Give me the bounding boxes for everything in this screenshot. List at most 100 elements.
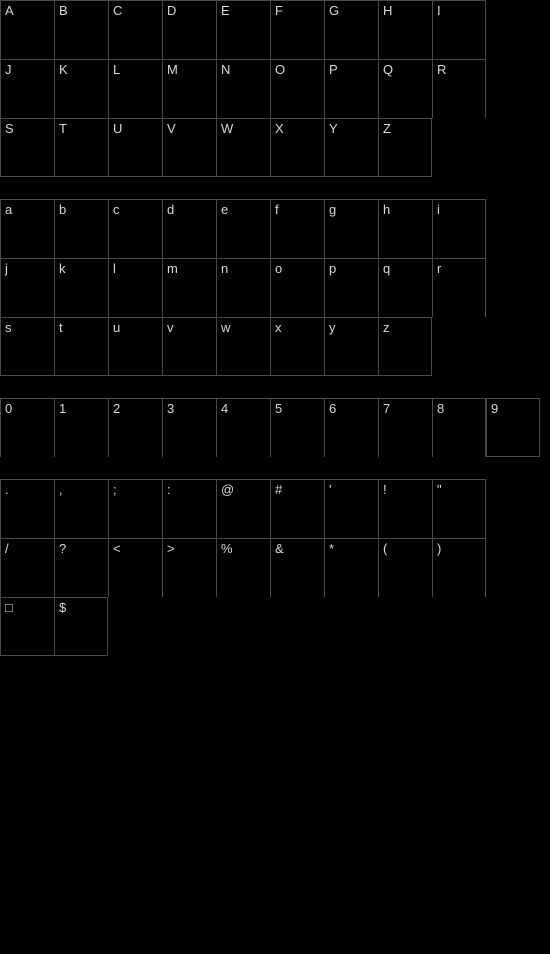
glyph-label: u <box>113 320 158 336</box>
glyph-row: .,;:@#'!" <box>0 479 486 538</box>
glyph-label: n <box>221 261 266 277</box>
glyph-label: A <box>5 3 50 19</box>
glyph-label: S <box>5 121 50 137</box>
glyph-cell: d <box>162 199 216 258</box>
glyph-row: jklmnopqr <box>0 258 486 317</box>
glyph-label: * <box>329 541 374 557</box>
glyph-label: 0 <box>5 401 50 417</box>
glyph-cell: A <box>0 0 54 59</box>
glyph-label: x <box>275 320 320 336</box>
glyph-cell: : <box>162 479 216 538</box>
glyph-label: d <box>167 202 212 218</box>
glyph-cell: F <box>270 0 324 59</box>
glyph-cell: i <box>432 199 486 258</box>
glyph-label: h <box>383 202 428 218</box>
glyph-label: O <box>275 62 320 78</box>
glyph-label: 8 <box>437 401 481 417</box>
glyph-label: 1 <box>59 401 104 417</box>
glyph-label: c <box>113 202 158 218</box>
glyph-label: E <box>221 3 266 19</box>
glyph-cell: u <box>108 317 162 376</box>
glyph-label: L <box>113 62 158 78</box>
glyph-cell: 9 <box>486 398 540 457</box>
glyph-label: ' <box>329 482 374 498</box>
glyph-cell: c <box>108 199 162 258</box>
glyph-label: Y <box>329 121 374 137</box>
glyph-cell: T <box>54 118 108 177</box>
glyph-cell: B <box>54 0 108 59</box>
glyph-cell: y <box>324 317 378 376</box>
section-gap <box>0 457 550 479</box>
section-gap <box>0 177 550 199</box>
glyph-cell: h <box>378 199 432 258</box>
glyph-cell: C <box>108 0 162 59</box>
glyph-cell: U <box>108 118 162 177</box>
glyph-label: v <box>167 320 212 336</box>
glyph-label: 4 <box>221 401 266 417</box>
glyph-label: X <box>275 121 320 137</box>
glyph-row: JKLMNOPQR <box>0 59 486 118</box>
glyph-label: I <box>437 3 481 19</box>
glyph-label: 3 <box>167 401 212 417</box>
glyph-cell: G <box>324 0 378 59</box>
glyph-row: 9 <box>486 398 540 457</box>
glyph-cell: E <box>216 0 270 59</box>
glyph-label: ) <box>437 541 481 557</box>
glyph-cell: O <box>270 59 324 118</box>
glyph-cell: 1 <box>54 398 108 457</box>
glyph-label: 2 <box>113 401 158 417</box>
glyph-label: ! <box>383 482 428 498</box>
glyph-cell: Z <box>378 118 432 177</box>
glyph-cell: V <box>162 118 216 177</box>
glyph-label: 9 <box>491 401 535 417</box>
glyph-label: m <box>167 261 212 277</box>
glyph-cell: Y <box>324 118 378 177</box>
glyph-label: # <box>275 482 320 498</box>
glyph-label: B <box>59 3 104 19</box>
glyph-cell: 2 <box>108 398 162 457</box>
glyph-label: q <box>383 261 428 277</box>
glyph-label: > <box>167 541 212 557</box>
glyph-label: H <box>383 3 428 19</box>
glyph-label: 7 <box>383 401 428 417</box>
glyph-label: z <box>383 320 427 336</box>
glyph-cell: * <box>324 538 378 597</box>
glyph-cell: n <box>216 258 270 317</box>
glyph-row: ABCDEFGHI <box>0 0 486 59</box>
glyph-label: w <box>221 320 266 336</box>
glyph-label: l <box>113 261 158 277</box>
glyph-cell: l <box>108 258 162 317</box>
glyph-label: G <box>329 3 374 19</box>
glyph-cell: R <box>432 59 486 118</box>
glyph-label: W <box>221 121 266 137</box>
glyph-cell: ; <box>108 479 162 538</box>
glyph-label: & <box>275 541 320 557</box>
section-symbols: .,;:@#'!"/?<>%&*()□$ <box>0 479 550 656</box>
glyph-cell: M <box>162 59 216 118</box>
glyph-label: g <box>329 202 374 218</box>
glyph-label: ( <box>383 541 428 557</box>
glyph-label: 5 <box>275 401 320 417</box>
glyph-cell: S <box>0 118 54 177</box>
glyph-label: C <box>113 3 158 19</box>
glyph-row: □$ <box>0 597 108 656</box>
glyph-cell: L <box>108 59 162 118</box>
glyph-label: $ <box>59 600 103 616</box>
glyph-label: s <box>5 320 50 336</box>
glyph-label: ; <box>113 482 158 498</box>
glyph-label: N <box>221 62 266 78</box>
glyph-cell: " <box>432 479 486 538</box>
glyph-cell: v <box>162 317 216 376</box>
glyph-cell: H <box>378 0 432 59</box>
glyph-cell: ) <box>432 538 486 597</box>
glyph-label: U <box>113 121 158 137</box>
glyph-cell: p <box>324 258 378 317</box>
glyph-label: o <box>275 261 320 277</box>
glyph-cell: , <box>54 479 108 538</box>
glyph-row: /?<>%&*() <box>0 538 486 597</box>
glyph-cell: ! <box>378 479 432 538</box>
glyph-label: f <box>275 202 320 218</box>
glyph-label: : <box>167 482 212 498</box>
glyph-cell: 4 <box>216 398 270 457</box>
glyph-cell: $ <box>54 597 108 656</box>
